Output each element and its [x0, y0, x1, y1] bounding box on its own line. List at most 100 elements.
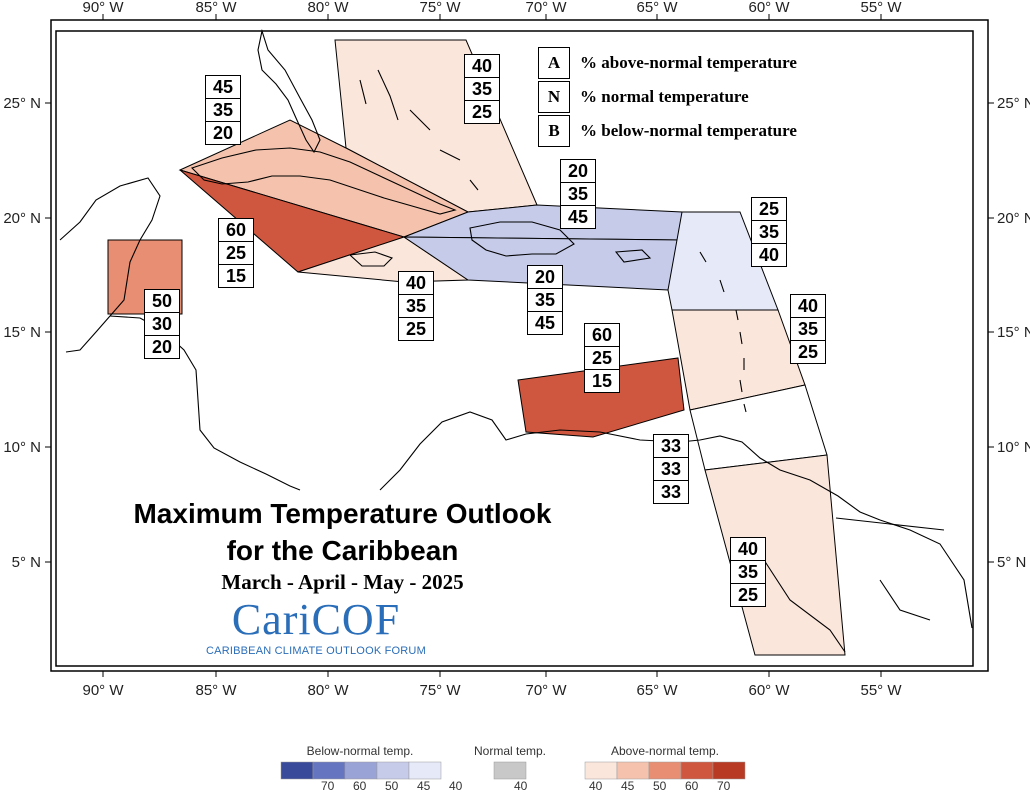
lat-label-left: 25° N [3, 95, 41, 112]
lon-label-top: 90° W [82, 0, 124, 16]
lon-label-top: 70° W [525, 0, 567, 16]
normal-value: 25 [585, 347, 619, 370]
lon-label-top: 85° W [195, 0, 237, 16]
scale-tick-below: 45 [417, 779, 431, 793]
below-value: 45 [567, 207, 589, 227]
above-value: 20 [561, 160, 595, 183]
above-value: 60 [219, 219, 253, 242]
above-value: 25 [752, 198, 786, 221]
florida-coast [257, 28, 321, 154]
normal-value: 30 [145, 313, 179, 336]
above-value: 40 [465, 55, 499, 78]
lesser-antilles [699, 251, 747, 413]
cuba-coast [190, 147, 457, 215]
legend-row-below: B % below-normal temperature [538, 114, 797, 148]
scale-title-below: Below-normal temp. [306, 744, 414, 758]
scale-title-above: Above-normal temp. [610, 744, 720, 758]
below-value: 25 [737, 585, 759, 605]
scale-title-normal: Normal temp. [473, 744, 547, 758]
lon-label-top: 65° W [636, 0, 678, 16]
season-label: March - April - May - 2025 [221, 570, 464, 594]
lon-label-bottom: 55° W [860, 682, 902, 699]
lon-label-bottom: 80° W [307, 682, 349, 699]
map-legend: A % above-normal temperature N % normal … [538, 46, 797, 148]
lat-label-right: 25° N [997, 95, 1030, 112]
above-value: 45 [206, 76, 240, 99]
lon-label-top: 80° W [307, 0, 349, 16]
latitude-axis: 25° N 25° N 20° N 20° N 15° N 15° N 10° N 10° N… [3, 95, 1030, 571]
lon-label-top: 75° W [419, 0, 461, 16]
legend-row-above: A % above-normal temperature [538, 46, 797, 80]
scale-tick-above: 70 [717, 779, 731, 793]
normal-value: 33 [654, 458, 688, 481]
normal-value: 35 [561, 183, 595, 206]
above-value: 40 [399, 272, 433, 295]
normal-value: 35 [206, 99, 240, 122]
below-value: 20 [151, 337, 173, 357]
map-subtitle: for the Caribbean [226, 535, 459, 566]
lon-label-bottom: 90° W [82, 682, 124, 699]
lat-label-left: 20° N [3, 210, 41, 227]
legend-key-above: A [538, 47, 570, 79]
scale-tick-below: 60 [353, 779, 367, 793]
normal-value: 35 [731, 561, 765, 584]
prob-box-trinidad-tobago: 33 33 33 [653, 434, 689, 504]
guianas-borders [763, 517, 945, 653]
lon-label-bottom: 70° W [525, 682, 567, 699]
normal-value: 35 [752, 221, 786, 244]
prob-box-abc-islands: 60 25 15 [584, 323, 620, 393]
scale-tick-below: 70 [321, 779, 335, 793]
normal-value: 35 [528, 289, 562, 312]
lat-label-left: 5° N [12, 554, 41, 571]
lon-label-top: 55° W [860, 0, 902, 16]
legend-label-above: % above-normal temperature [580, 53, 797, 72]
above-value: 20 [528, 266, 562, 289]
lat-label-right: 10° N [997, 439, 1030, 456]
prob-box-belize: 50 30 20 [144, 289, 180, 359]
below-value: 15 [225, 266, 247, 286]
lat-label-left: 15° N [3, 324, 41, 341]
prob-box-western-caribbean: 60 25 15 [218, 218, 254, 288]
logo-name: CariCOF [231, 595, 401, 644]
below-value: 15 [591, 371, 613, 391]
yucatan-coast [59, 177, 161, 353]
lat-label-right: 15° N [997, 324, 1030, 341]
bahamas-islands [359, 69, 479, 191]
above-value: 40 [791, 295, 825, 318]
legend-row-normal: N % normal temperature [538, 80, 797, 114]
lat-label-right: 20° N [997, 210, 1030, 227]
below-value: 33 [660, 482, 682, 502]
longitude-axis: 90° W 90° W 85° W 85° W 80° W 80° W 75° W 75° W… [82, 0, 902, 699]
above-value: 50 [145, 290, 179, 313]
legend-label-below: % below-normal temperature [580, 121, 797, 140]
prob-box-bahamas: 40 35 25 [464, 54, 500, 124]
below-value: 25 [797, 342, 819, 362]
map-title: Maximum Temperature Outlook [133, 498, 552, 529]
normal-value: 25 [219, 242, 253, 265]
above-value: 60 [585, 324, 619, 347]
south-america-coast [525, 429, 973, 629]
above-value: 40 [731, 538, 765, 561]
lon-label-bottom: 75° W [419, 682, 461, 699]
below-value: 45 [534, 313, 556, 333]
scale-tick-above: 50 [653, 779, 667, 793]
lon-label-bottom: 65° W [636, 682, 678, 699]
scale-tick-above: 40 [589, 779, 603, 793]
prob-box-hispaniola-south: 20 35 45 [527, 265, 563, 335]
prob-box-leeward-islands: 25 35 40 [751, 197, 787, 267]
lon-label-top: 60° W [748, 0, 790, 16]
below-value: 20 [212, 123, 234, 143]
logo-subtitle: CARIBBEAN CLIMATE OUTLOOK FORUM [206, 645, 426, 657]
scale-tick-below: 40 [449, 779, 463, 793]
scale-tick-above: 60 [685, 779, 699, 793]
above-value: 33 [654, 435, 688, 458]
below-value: 40 [758, 245, 780, 265]
zone-abc-islands [517, 357, 685, 438]
normal-value: 35 [399, 295, 433, 318]
scale-tick-below: 50 [385, 779, 399, 793]
prob-box-windward-islands: 40 35 25 [790, 294, 826, 364]
prob-box-guianas: 40 35 25 [730, 537, 766, 607]
prob-box-hispaniola-north: 20 35 45 [560, 159, 596, 229]
below-value: 25 [471, 102, 493, 122]
